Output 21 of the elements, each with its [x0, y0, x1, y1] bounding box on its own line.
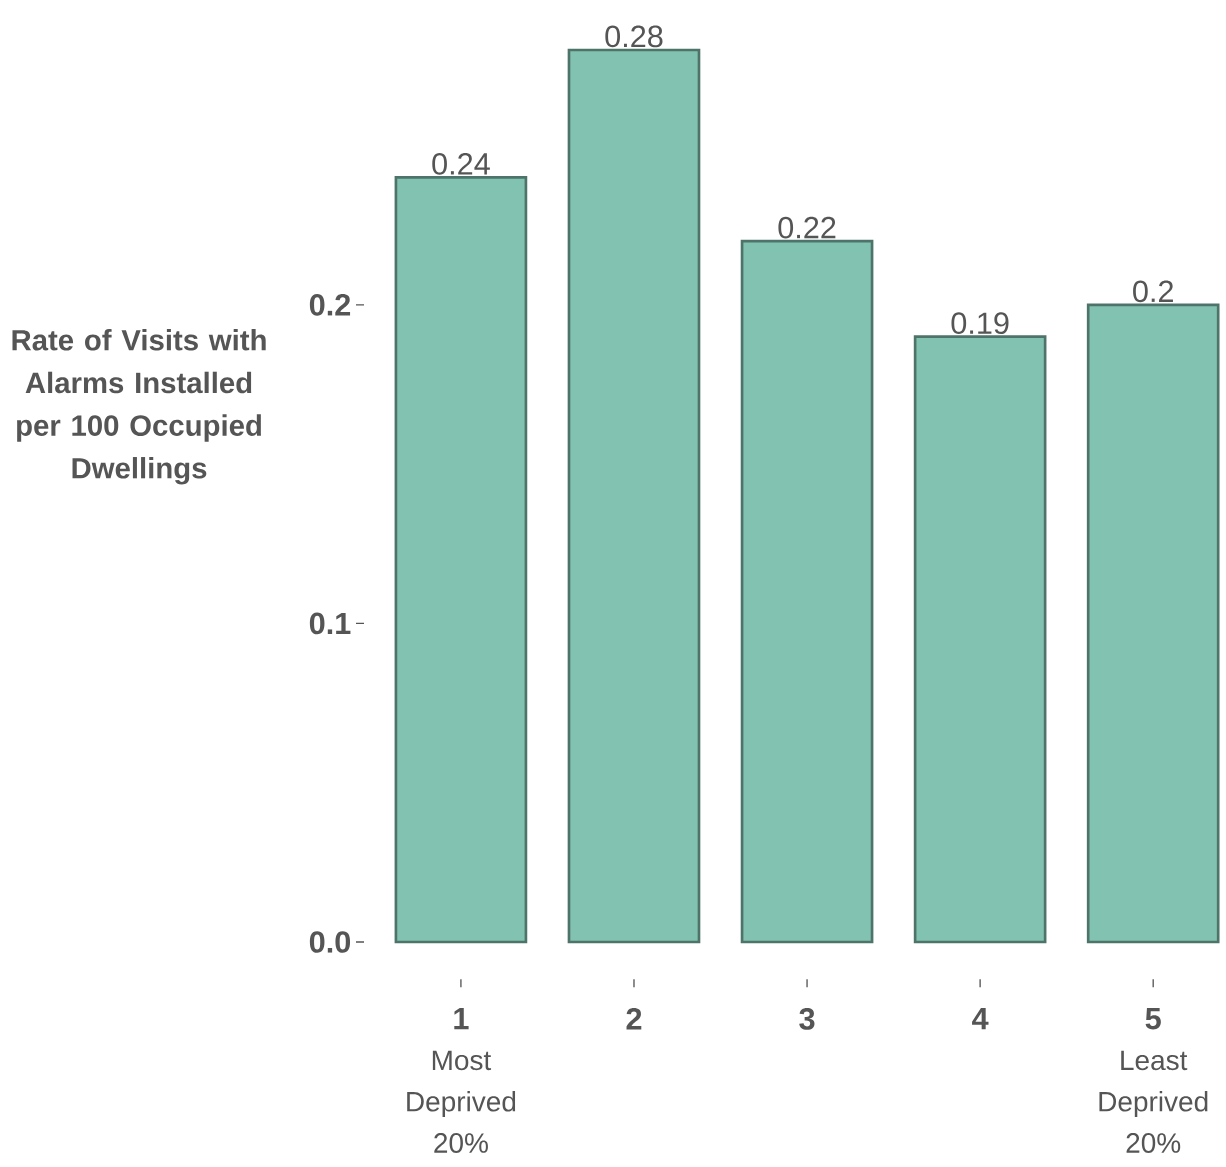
bar [1086, 303, 1220, 944]
y-tick-label: 0.2 [309, 293, 351, 316]
data-label: 0.19 [951, 312, 1009, 335]
bar [394, 176, 528, 944]
y-axis-title: Rate of Visits with Alarms Installed per 100 Occupied Dwellings [12, 329, 266, 485]
text: Least Deprived 20% [1099, 1050, 1208, 1153]
data-label: 0.24 [432, 153, 490, 175]
y-tick-label: 0.1 [309, 612, 351, 635]
y-tick-label: 0.0 [309, 931, 351, 953]
bar [740, 239, 874, 944]
data-label: 0.22 [778, 216, 836, 239]
text: Most Deprived 20% [407, 1050, 516, 1153]
data-label: 0.2 [1133, 280, 1173, 303]
bar [913, 335, 1047, 944]
x-tick-label: 3 [799, 1008, 815, 1030]
bar [567, 48, 701, 944]
x-tick-label: 4 [972, 1008, 989, 1030]
x-tick-label: 5 [1145, 1008, 1161, 1030]
x-tick-label: 2 [626, 1008, 642, 1030]
x-tick-label: 1 [454, 1008, 469, 1030]
data-label: 0.28 [605, 25, 663, 48]
